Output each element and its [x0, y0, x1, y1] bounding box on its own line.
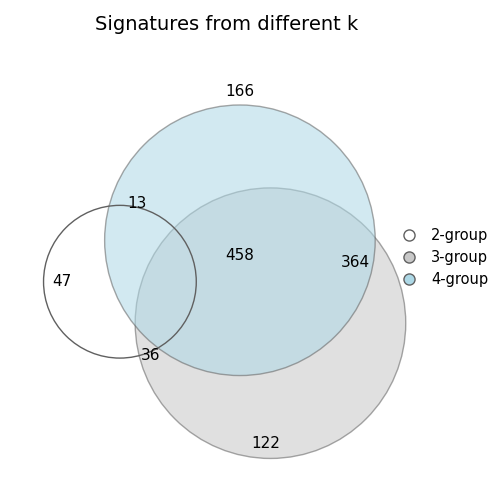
Text: 47: 47 — [52, 274, 72, 289]
Text: 458: 458 — [225, 248, 255, 263]
Title: Signatures from different k: Signatures from different k — [95, 15, 358, 34]
Legend: 2-group, 3-group, 4-group: 2-group, 3-group, 4-group — [390, 223, 492, 292]
Text: 122: 122 — [251, 435, 281, 451]
Text: 166: 166 — [225, 84, 255, 99]
Text: 364: 364 — [341, 255, 370, 270]
Circle shape — [135, 188, 406, 459]
Circle shape — [105, 105, 375, 375]
Text: 13: 13 — [128, 196, 147, 211]
Text: 36: 36 — [141, 348, 160, 363]
